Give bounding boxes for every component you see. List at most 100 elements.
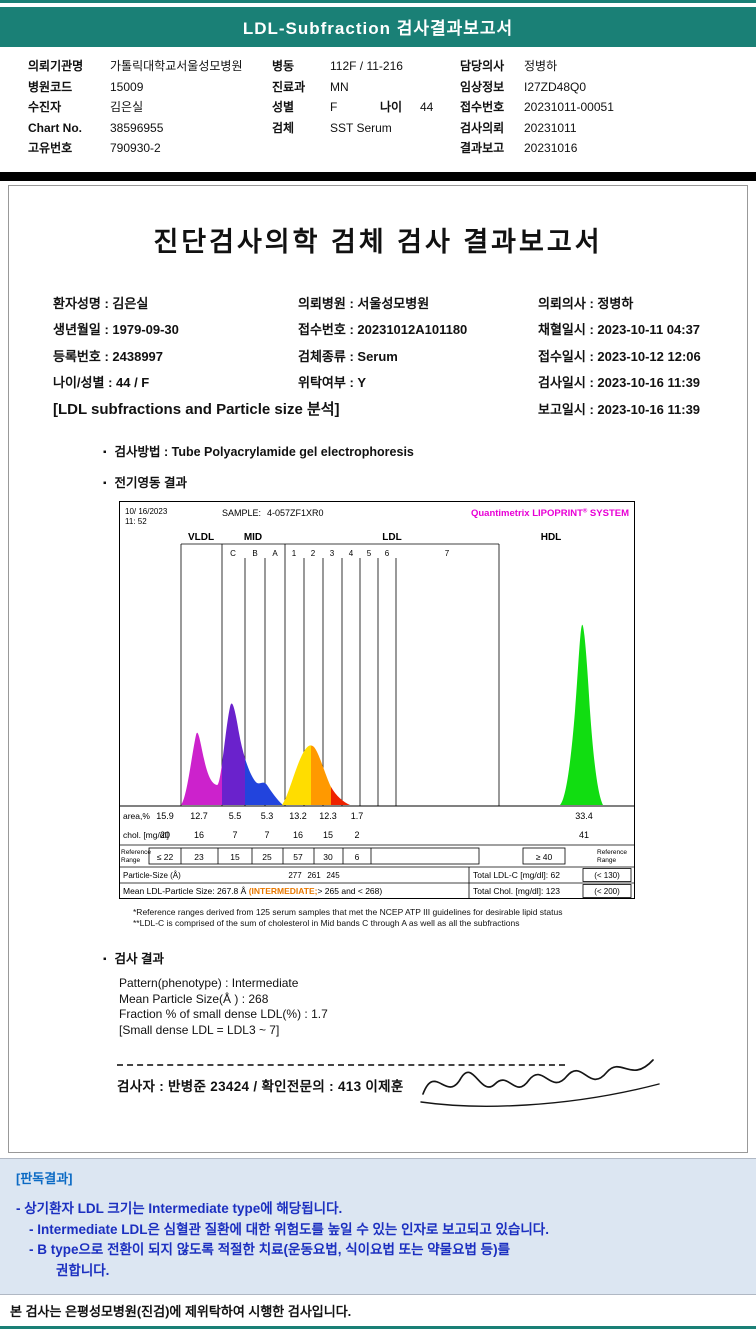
chart-footnotes: *Reference ranges derived from 125 serum… xyxy=(133,907,747,928)
section-divider-bar xyxy=(0,171,756,181)
lane-mid-label: MID xyxy=(244,532,262,543)
method-text: 검사방법 : Tube Polyacrylamide gel electroph… xyxy=(114,445,414,459)
sub-5: 5 xyxy=(367,549,372,558)
header-info-grid: 의뢰기관명 가톨릭대학교서울성모병원 병원코드 15009 수진자 김은실 Chart… xyxy=(0,47,756,169)
report-panel: 진단검사의학 검체 검사 결과보고서 환자성명 : 김은실 생년월일 : 197… xyxy=(8,184,748,1153)
svg-text:5.5: 5.5 xyxy=(229,811,242,821)
info-column-left: 의뢰기관명 가톨릭대학교서울성모병원 병원코드 15009 수진자 김은실 Chart… xyxy=(28,56,272,159)
patient-field: 보고일시 : 2023-10-16 11:39 xyxy=(538,401,701,417)
svg-text:≤ 22: ≤ 22 xyxy=(157,852,174,862)
chol-row-values: 20 16 7 7 16 15 2 41 xyxy=(160,830,589,840)
brand-system: SYSTEM xyxy=(587,508,629,519)
patient-field: 환자성명 : 김은실 xyxy=(53,295,149,311)
ref-label-right-2: Range xyxy=(597,857,617,864)
svg-text:15.9: 15.9 xyxy=(156,811,174,821)
info-field: 접수번호 20231011-00051 xyxy=(460,97,756,118)
particle-size-row: Particle-Size (Å) 277 261 245 Total LDL-… xyxy=(123,868,632,882)
reference-range-row: Reference Range ≤ 22 23 15 25 57 30 6 xyxy=(121,847,627,865)
svg-text:6: 6 xyxy=(355,852,360,862)
field-label: 결과보고 xyxy=(460,141,505,155)
patient-column-2: 의뢰병원 : 서울성모병원 접수번호 : 20231012A101180 검체종… xyxy=(298,291,538,424)
patient-column-3: 의뢰의사 : 정병하 채혈일시 : 2023-10-11 04:37 접수일시 … xyxy=(538,291,747,424)
field-value: 38596955 xyxy=(110,120,164,135)
info-field: 임상정보 I27ZD48Q0 xyxy=(460,77,756,98)
patient-field: 접수일시 : 2023-10-12 12:06 xyxy=(538,348,701,364)
report-main-title: 진단검사의학 검체 검사 결과보고서 xyxy=(153,226,603,257)
svg-text:16: 16 xyxy=(293,830,303,840)
info-field: 병동 112F / 11-216 xyxy=(272,56,460,77)
sub-a: A xyxy=(272,549,278,558)
sub-2: 2 xyxy=(311,549,316,558)
sub-1: 1 xyxy=(292,549,297,558)
svg-text:7: 7 xyxy=(232,830,237,840)
sub-7: 7 xyxy=(445,549,450,558)
svg-text:33.4: 33.4 xyxy=(575,811,593,821)
patient-field: 위탁여부 : Y xyxy=(298,375,367,390)
square-bullet-icon: ▪ xyxy=(103,447,107,458)
sample-label: SAMPLE: xyxy=(222,508,261,518)
patient-field: 의뢰병원 : 서울성모병원 xyxy=(298,295,430,311)
lane-group-labels: VLDL MID LDL HDL xyxy=(188,532,561,543)
signature-scribble xyxy=(420,1059,660,1107)
svg-text:277: 277 xyxy=(288,871,302,880)
info-field: 고유번호 790930-2 xyxy=(28,138,272,159)
field-label: 나이 xyxy=(380,100,403,114)
svg-text:12.7: 12.7 xyxy=(190,811,208,821)
field-value: I27ZD48Q0 xyxy=(524,79,587,94)
chart-time: 11: 52 xyxy=(125,517,147,526)
info-field: 진료과 MN xyxy=(272,77,460,98)
field-label: 의뢰기관명 xyxy=(28,59,84,73)
sub-3: 3 xyxy=(330,549,335,558)
svg-text:5.3: 5.3 xyxy=(261,811,274,821)
field-label: Chart No. xyxy=(28,120,82,135)
field-label: 담당의사 xyxy=(460,59,505,73)
patient-field: 검사일시 : 2023-10-16 11:39 xyxy=(538,375,701,390)
svg-text:245: 245 xyxy=(326,871,340,880)
svg-text:1.7: 1.7 xyxy=(351,811,364,821)
electrophoresis-text: 전기영동 결과 xyxy=(114,476,188,490)
ref-range-values: ≤ 22 23 15 25 57 30 6 xyxy=(157,852,360,862)
info-field: Chart No. 38596955 xyxy=(28,118,272,139)
svg-text:2: 2 xyxy=(354,830,359,840)
field-label: 병원코드 xyxy=(28,79,73,94)
square-bullet-icon: ▪ xyxy=(103,954,107,965)
lane-grid-lines xyxy=(180,544,500,806)
brand-logo-text: Quantimetrix LIPOPRINT® SYSTEM xyxy=(471,508,629,520)
svg-text:25: 25 xyxy=(262,852,272,862)
sub-6: 6 xyxy=(385,549,390,558)
info-field: 검체 SST Serum xyxy=(272,118,460,139)
ref-hdl-value: ≥ 40 xyxy=(536,852,553,862)
field-label: 진료과 xyxy=(272,79,306,94)
info-field: 의뢰기관명 가톨릭대학교서울성모병원 xyxy=(28,56,272,77)
field-value: 790930-2 xyxy=(110,141,161,155)
patient-field: 의뢰의사 : 정병하 xyxy=(538,295,634,311)
field-label: 수진자 xyxy=(28,100,62,114)
particle-size-label: Particle-Size (Å) xyxy=(123,871,181,880)
info-field: 검사의뢰 20231011 xyxy=(460,118,756,139)
interpretation-line: 권합니다. xyxy=(56,1262,110,1278)
ref-label-right-1: Reference xyxy=(597,849,627,856)
field-label: 성별 xyxy=(272,100,295,114)
field-value: 44 xyxy=(420,100,434,114)
intermediate-flag: (INTERMEDIATE; xyxy=(249,886,318,896)
field-value: F xyxy=(330,100,338,114)
dashed-divider xyxy=(117,1064,565,1066)
field-value: 15009 xyxy=(110,79,144,94)
result-line: [Small dense LDL = LDL3 ~ 7] xyxy=(119,1022,280,1037)
total-ldl-ref: (< 130) xyxy=(594,871,620,880)
brand-name: Quantimetrix LIPOPRINT xyxy=(471,508,583,519)
total-chol-ref: (< 200) xyxy=(594,887,620,896)
sample-id: 4-057ZF1XR0 xyxy=(267,508,324,518)
field-label: 고유번호 xyxy=(28,141,73,155)
square-bullet-icon: ▪ xyxy=(103,478,107,489)
ref-label-left-1: Reference xyxy=(121,849,151,856)
patient-column-1: 환자성명 : 김은실 생년월일 : 1979-09-30 등록번호 : 2438… xyxy=(53,291,340,424)
examiner-line: 검사자 : 반병준 23424 / 확인전문의 : 413 이제훈 xyxy=(117,1079,404,1094)
lane-hdl-label: HDL xyxy=(541,532,562,543)
field-value: SST Serum xyxy=(330,120,392,135)
field-value: 가톨릭대학교서울성모병원 xyxy=(110,59,243,73)
ref-hdl-box xyxy=(522,847,566,865)
svg-text:261: 261 xyxy=(307,871,321,880)
svg-text:20: 20 xyxy=(160,830,170,840)
